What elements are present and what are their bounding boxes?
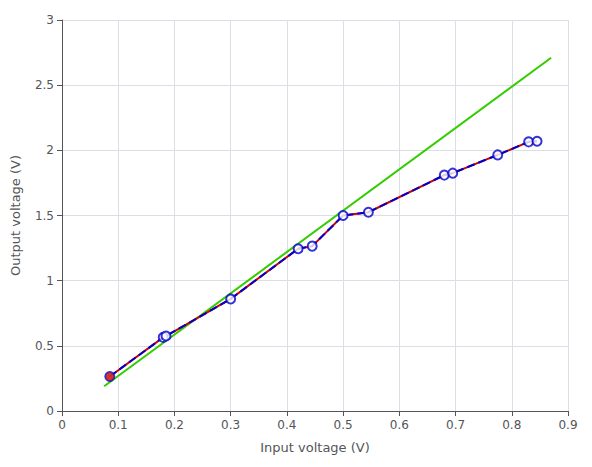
svg-text:2.5: 2.5 [35,78,54,92]
svg-text:2: 2 [46,143,54,157]
svg-text:0.9: 0.9 [558,418,577,432]
svg-text:Input voltage (V): Input voltage (V) [260,440,370,455]
svg-text:0: 0 [58,418,66,432]
svg-text:0: 0 [46,404,54,418]
svg-text:0.8: 0.8 [502,418,521,432]
svg-text:0.5: 0.5 [334,418,353,432]
svg-text:0.3: 0.3 [221,418,240,432]
svg-text:0.2: 0.2 [165,418,184,432]
svg-text:0.1: 0.1 [109,418,128,432]
svg-text:1.5: 1.5 [35,209,54,223]
svg-text:Output voltage (V): Output voltage (V) [8,155,23,276]
svg-text:3: 3 [46,13,54,27]
svg-text:0.4: 0.4 [277,418,296,432]
svg-text:1: 1 [46,274,54,288]
svg-text:0.6: 0.6 [390,418,409,432]
svg-text:0.5: 0.5 [35,339,54,353]
svg-text:0.7: 0.7 [446,418,465,432]
